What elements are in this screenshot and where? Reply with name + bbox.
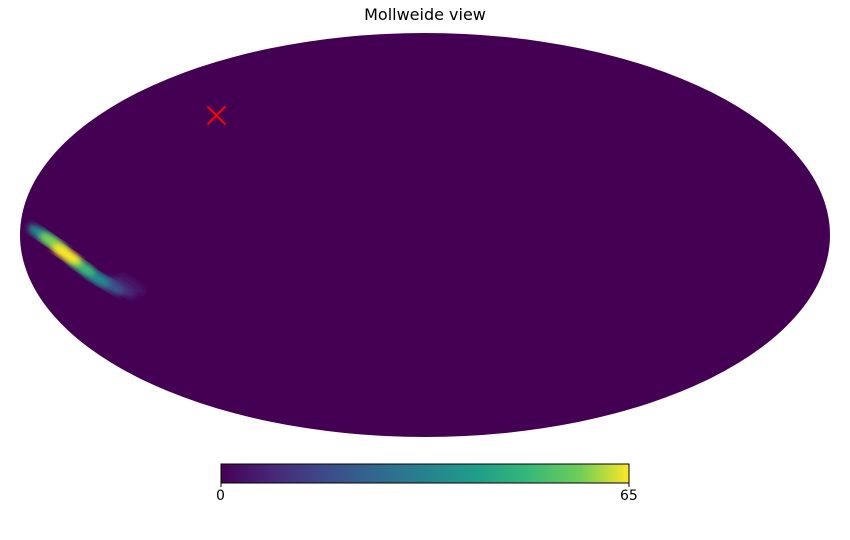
colorbar-max-label: 65: [620, 488, 638, 504]
hotspot-region: [27, 224, 146, 298]
hotspot-cell: [51, 244, 82, 265]
sky-map: [20, 33, 830, 437]
marker-stroke: [206, 105, 227, 126]
colorbar-min-label: 0: [216, 488, 225, 504]
colorbar: [220, 463, 630, 484]
chart-title: Mollweide view: [364, 5, 486, 24]
marker-x-icon: [206, 105, 227, 126]
hotspot-cell: [115, 274, 146, 295]
